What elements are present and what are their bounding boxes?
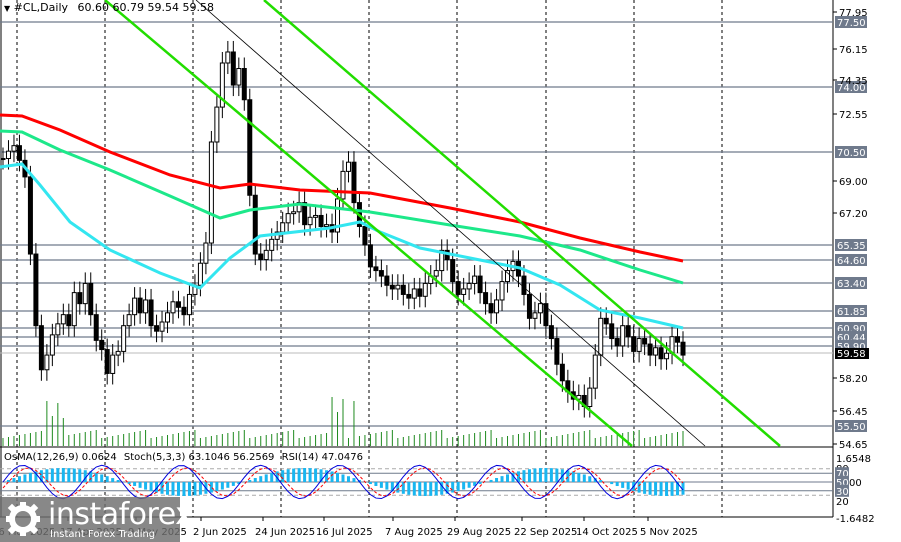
svg-text:74.35: 74.35	[839, 76, 868, 87]
svg-text:59.58: 59.58	[837, 349, 866, 360]
instaforex-logo: instaforex Instant Forex Trading	[0, 497, 193, 542]
osma-label: OsMA(12,26,9) 0.0624	[4, 452, 117, 463]
x-axis-label: 29 Aug 2025	[447, 527, 511, 538]
svg-text:69.00: 69.00	[839, 177, 868, 188]
logo-name: instaforex	[48, 497, 193, 532]
svg-text:64.60: 64.60	[837, 256, 866, 267]
svg-text:60.44: 60.44	[837, 333, 866, 344]
level-label	[835, 16, 867, 28]
svg-text:50: 50	[836, 478, 849, 489]
svg-text:56.45: 56.45	[839, 407, 868, 418]
chart-title: ▼ #CL,Daily 60.60 60.79 59.54 59.58	[4, 1, 214, 14]
triangle-down-icon[interactable]: ▼	[4, 4, 11, 13]
svg-text:77.50: 77.50	[837, 18, 866, 29]
x-axis-label: 5 Nov 2025	[640, 527, 698, 538]
svg-text:72.55: 72.55	[839, 110, 868, 121]
svg-text:20: 20	[836, 497, 849, 508]
svg-text:55.50: 55.50	[837, 422, 866, 433]
svg-text:70.50: 70.50	[837, 148, 866, 159]
svg-text:59.90: 59.90	[837, 342, 866, 353]
indicator-title: OsMA(12,26,9) 0.0624 Stoch(5,3,3) 63.104…	[4, 452, 363, 463]
svg-text:77.95: 77.95	[839, 8, 868, 19]
svg-text:-1.6482: -1.6482	[836, 514, 875, 525]
svg-text:61.85: 61.85	[837, 307, 866, 318]
svg-text:60.90: 60.90	[837, 324, 866, 335]
level-label	[835, 239, 867, 251]
svg-text:65.35: 65.35	[837, 241, 866, 252]
gear-logo-icon	[6, 502, 40, 536]
svg-text:70: 70	[836, 469, 849, 480]
svg-text:54.65: 54.65	[839, 440, 868, 451]
x-axis-label: 16 Jul 2025	[316, 527, 373, 538]
level-label	[835, 146, 867, 158]
current-price-label	[835, 348, 869, 359]
symbol-label: #CL,Daily	[13, 1, 69, 14]
level-label	[835, 81, 867, 93]
svg-text:1.6548: 1.6548	[836, 454, 871, 465]
rsi-label: RSI(14) 47.0476	[281, 452, 363, 463]
svg-text:58.20: 58.20	[839, 374, 868, 385]
logo-tagline: Instant Forex Trading	[50, 529, 156, 540]
x-axis-label: 22 Sep 2025	[514, 527, 577, 538]
svg-text:67.20: 67.20	[839, 209, 868, 220]
svg-text:63.40: 63.40	[837, 279, 866, 290]
x-axis-label: 24 Jun 2025	[255, 527, 315, 538]
level-label	[835, 420, 867, 432]
svg-text:00: 00	[849, 478, 862, 489]
ohlc-values: 60.60 60.79 59.54 59.58	[77, 1, 214, 14]
level-label	[835, 277, 867, 289]
level-label	[835, 305, 867, 317]
stoch-label: Stoch(5,3,3) 63.1046 56.2569	[123, 452, 275, 463]
svg-text:30: 30	[836, 487, 849, 498]
x-axis-label: 7 Aug 2025	[385, 527, 443, 538]
x-axis-label: 14 Oct 2025	[576, 527, 638, 538]
svg-text:74.00: 74.00	[837, 83, 866, 94]
x-axis-label: 2 Jun 2025	[193, 527, 247, 538]
svg-text:76.15: 76.15	[839, 45, 868, 56]
level-label	[835, 254, 867, 266]
